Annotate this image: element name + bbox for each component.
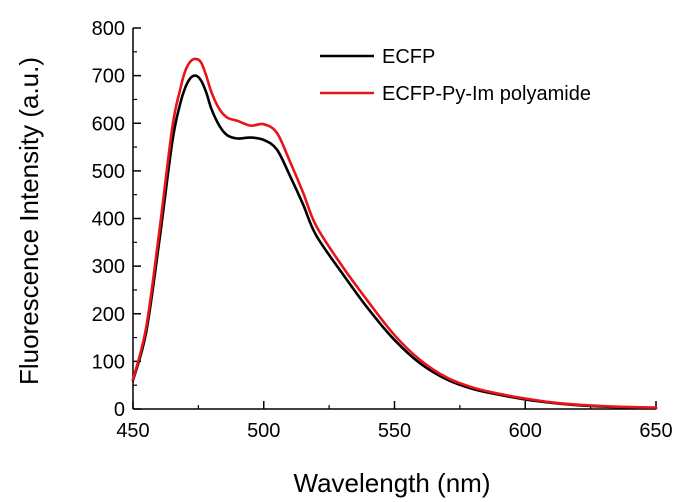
series-group bbox=[131, 57, 658, 410]
y-tick-label: 500 bbox=[92, 161, 125, 183]
x-axis-title: Wavelength (nm) bbox=[294, 468, 491, 498]
series-line-ecfp bbox=[131, 74, 658, 410]
legend: ECFP ECFP-Py-Im polyamide bbox=[320, 46, 591, 105]
y-tick-label: 300 bbox=[92, 256, 125, 278]
y-tick-label: 0 bbox=[114, 399, 125, 421]
x-tick-label: 550 bbox=[378, 420, 411, 442]
legend-label: ECFP-Py-Im polyamide bbox=[382, 83, 591, 105]
y-tick-label: 800 bbox=[92, 18, 125, 40]
y-tick-label: 400 bbox=[92, 209, 125, 231]
series-line-ecfp-py-im-polyamide bbox=[131, 57, 658, 409]
y-axis-title: Fluorescence Intensity (a.u.) bbox=[14, 57, 44, 385]
y-tick-label: 100 bbox=[92, 351, 125, 373]
y-tick-label: 200 bbox=[92, 304, 125, 326]
x-tick-label: 500 bbox=[247, 420, 280, 442]
y-tick-label: 600 bbox=[92, 113, 125, 135]
axes: 450 500 550 600 650 0 100 200 300 400 500 600 700 800 bbox=[92, 18, 673, 442]
legend-label: ECFP bbox=[382, 46, 435, 68]
x-tick-label: 600 bbox=[509, 420, 542, 442]
y-tick-label: 700 bbox=[92, 66, 125, 88]
x-tick-label: 450 bbox=[116, 420, 149, 442]
x-tick-label: 650 bbox=[639, 420, 672, 442]
